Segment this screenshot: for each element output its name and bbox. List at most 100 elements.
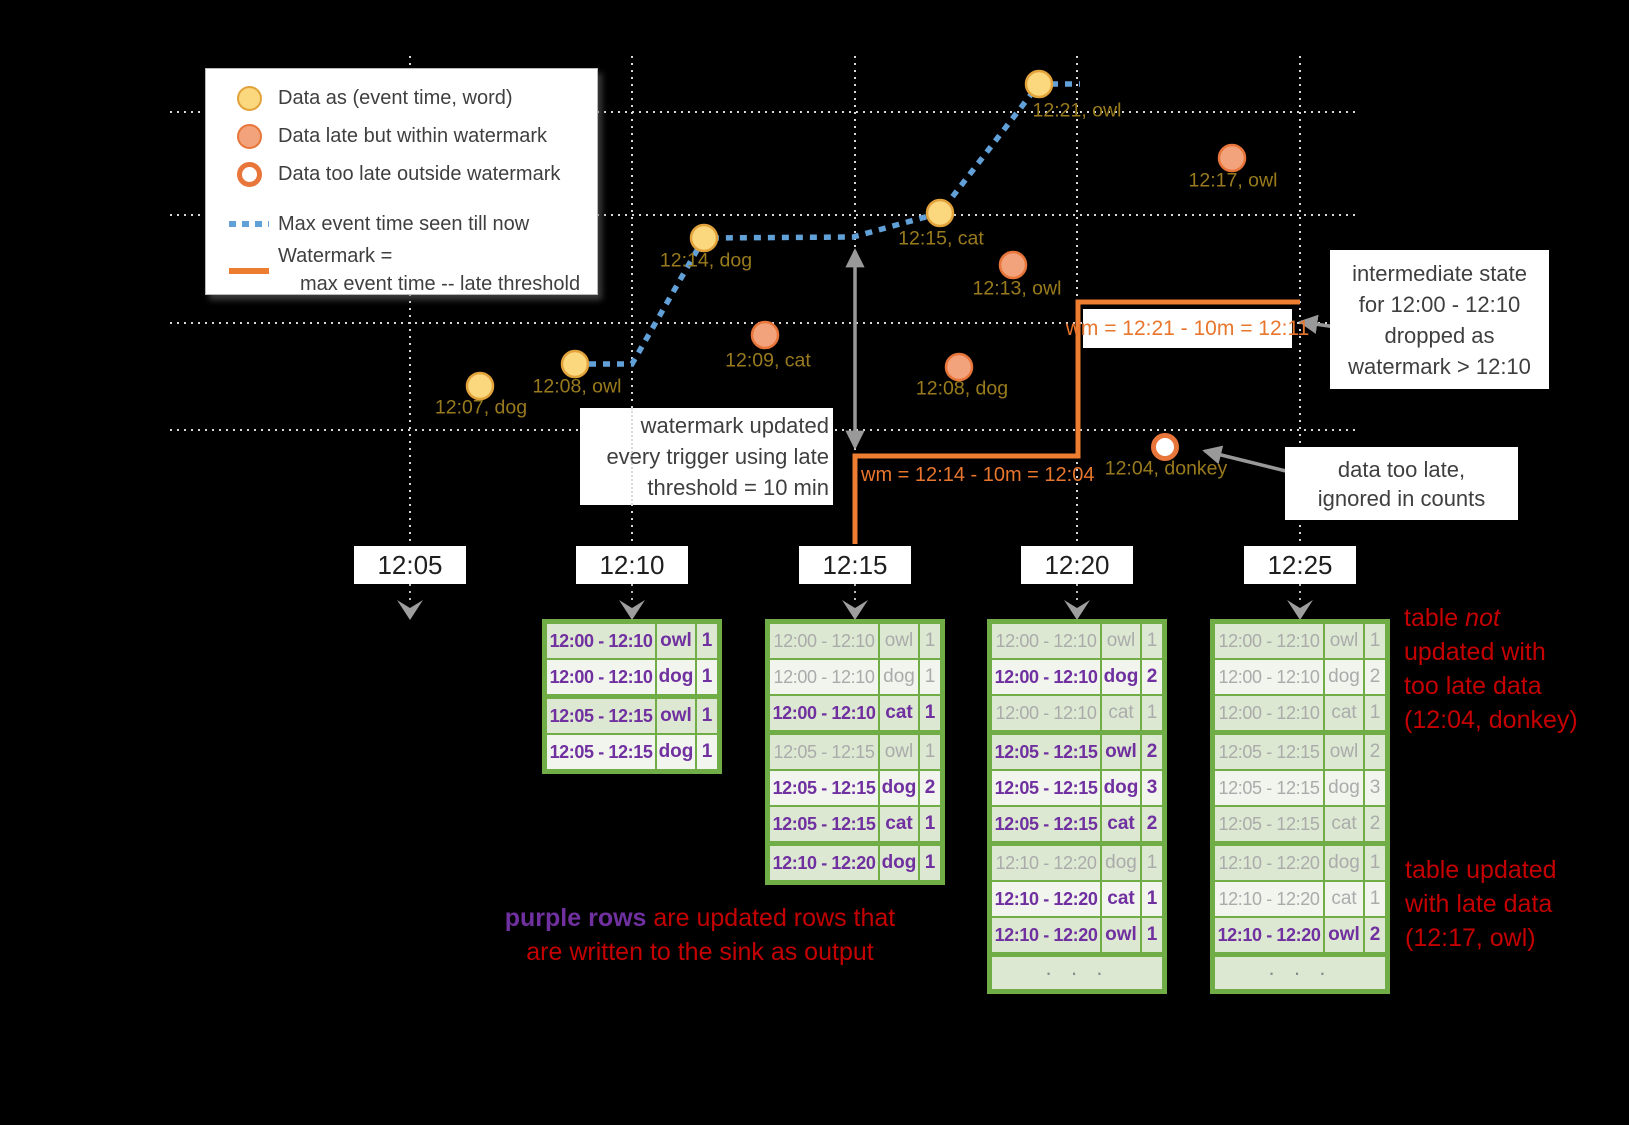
window-cell: 12:05 - 12:15 — [992, 807, 1100, 841]
count-cell: 1 — [697, 699, 717, 733]
table-row: 12:05 - 12:15 owl 2 — [1215, 735, 1385, 769]
data-point-on-time — [560, 349, 590, 379]
window-cell: 12:05 - 12:15 — [1215, 771, 1323, 805]
word-cell: owl — [657, 624, 695, 658]
result-table-12-15: 12:00 - 12:10 owl 1 12:00 - 12:10 dog 1 12:00 … — [765, 619, 945, 885]
data-point-label: 12:13, owl — [972, 277, 1062, 300]
count-cell: 2 — [1142, 735, 1162, 769]
table-row: 12:00 - 12:10 dog 1 — [770, 660, 940, 694]
table-row: 12:00 - 12:10 owl 1 — [992, 624, 1162, 658]
word-cell: dog — [1102, 771, 1140, 805]
table-row: 12:00 - 12:10 dog 2 — [992, 660, 1162, 694]
word-cell: cat — [1325, 807, 1363, 841]
legend-label: Data as (event time, word) — [278, 86, 513, 109]
count-cell: 1 — [1365, 846, 1385, 880]
table-row: 12:05 - 12:15 dog 1 — [547, 735, 717, 769]
legend-item-late: Data late but within watermark — [220, 117, 597, 155]
window-cell: 12:00 - 12:10 — [1215, 624, 1323, 658]
too-late-dot-icon — [236, 161, 262, 187]
word-cell: owl — [1102, 918, 1140, 952]
red-note-italic: not — [1465, 604, 1500, 632]
red-note-text: are written to the sink as output — [526, 938, 874, 966]
table-row: 12:05 - 12:15 dog 3 — [992, 771, 1162, 805]
red-note-text: with late data — [1405, 890, 1553, 918]
window-cell: 12:05 - 12:15 — [547, 735, 655, 769]
late-dot-icon — [236, 123, 262, 149]
count-cell: 2 — [1142, 807, 1162, 841]
data-point-on-time — [465, 371, 495, 401]
data-point-label: 12:21, owl — [1032, 99, 1122, 122]
table-row: 12:05 - 12:15 cat 1 — [770, 807, 940, 841]
table-row: 12:10 - 12:20 owl 1 — [992, 918, 1162, 952]
data-point-on-time — [1024, 69, 1054, 99]
legend-item-watermark-cont: max event time -- late threshold — [220, 269, 597, 299]
data-point-label: 12:17, owl — [1188, 169, 1278, 192]
note-intermediate-state: intermediate state for 12:00 - 12:10 dro… — [1330, 250, 1549, 389]
word-cell: cat — [1325, 882, 1363, 916]
down-arrow-icon — [619, 600, 645, 620]
word-cell: cat — [1325, 696, 1363, 730]
word-cell: owl — [880, 735, 918, 769]
purple-rows-highlight: purple rows — [504, 904, 647, 932]
word-cell: dog — [657, 660, 695, 694]
table-row: 12:05 - 12:15 cat 2 — [992, 807, 1162, 841]
legend: Data as (event time, word) Data late but… — [205, 68, 598, 295]
window-cell: 12:05 - 12:15 — [1215, 735, 1323, 769]
table-row: 12:05 - 12:15 cat 2 — [1215, 807, 1385, 841]
watermark-line-icon — [229, 268, 269, 274]
data-point-label: 12:15, cat — [898, 227, 984, 250]
down-arrow-icon — [1287, 600, 1313, 620]
window-cell: 12:05 - 12:15 — [992, 771, 1100, 805]
window-cell: 12:10 - 12:20 — [1215, 882, 1323, 916]
window-cell: 12:00 - 12:10 — [547, 660, 655, 694]
count-cell: 1 — [697, 624, 717, 658]
count-cell: 1 — [920, 735, 940, 769]
more-rows-ellipsis: · · · — [1215, 957, 1385, 989]
window-cell: 12:05 - 12:15 — [547, 699, 655, 733]
table-row: 12:10 - 12:20 dog 1 — [1215, 846, 1385, 880]
legend-item-too-late: Data too late outside watermark — [220, 155, 597, 193]
result-table-12-10: 12:00 - 12:10 owl 1 12:00 - 12:10 dog 1 12:05 … — [542, 619, 722, 774]
down-arrow-icon — [1064, 600, 1090, 620]
word-cell: owl — [657, 699, 695, 733]
legend-item-on-time: Data as (event time, word) — [220, 79, 597, 117]
word-cell: cat — [880, 696, 918, 730]
word-cell: owl — [1102, 624, 1140, 658]
time-label-12-25: 12:25 — [1244, 546, 1356, 584]
count-cell: 3 — [1365, 771, 1385, 805]
note-watermark-updated: watermark updated every trigger using la… — [580, 408, 833, 505]
note-data-too-late: data too late, ignored in counts — [1285, 447, 1518, 520]
legend-label: max event time -- late threshold — [300, 272, 581, 295]
red-note-text: are updated rows that — [646, 904, 896, 932]
word-cell: owl — [1325, 735, 1363, 769]
count-cell: 2 — [1365, 660, 1385, 694]
data-point-late — [1217, 143, 1247, 173]
table-row: 12:10 - 12:20 cat 1 — [992, 882, 1162, 916]
word-cell: dog — [880, 771, 918, 805]
count-cell: 1 — [1142, 882, 1162, 916]
window-cell: 12:00 - 12:10 — [770, 696, 878, 730]
window-cell: 12:10 - 12:20 — [992, 846, 1100, 880]
window-cell: 12:10 - 12:20 — [1215, 918, 1323, 952]
red-note-text: table updated — [1405, 856, 1557, 884]
word-cell: dog — [880, 846, 918, 880]
word-cell: owl — [1325, 624, 1363, 658]
window-cell: 12:05 - 12:15 — [992, 735, 1100, 769]
word-cell: dog — [1325, 660, 1363, 694]
table-row: 12:00 - 12:10 owl 1 — [1215, 624, 1385, 658]
table-row: 12:00 - 12:10 dog 1 — [547, 660, 717, 694]
count-cell: 1 — [920, 624, 940, 658]
watermark-line — [852, 299, 1300, 544]
legend-label: Max event time seen till now — [278, 212, 530, 235]
word-cell: owl — [1102, 735, 1140, 769]
count-cell: 2 — [920, 771, 940, 805]
note-purple-rows: purple rows are updated rows that are wr… — [455, 901, 945, 969]
data-point-label: 12:09, cat — [725, 349, 811, 372]
data-point-label: 12:08, dog — [915, 377, 1009, 400]
more-rows-ellipsis: · · · — [992, 957, 1162, 989]
count-cell: 1 — [920, 807, 940, 841]
word-cell: dog — [1325, 771, 1363, 805]
word-cell: cat — [880, 807, 918, 841]
time-label-12-10: 12:10 — [576, 546, 688, 584]
word-cell: dog — [1102, 660, 1140, 694]
